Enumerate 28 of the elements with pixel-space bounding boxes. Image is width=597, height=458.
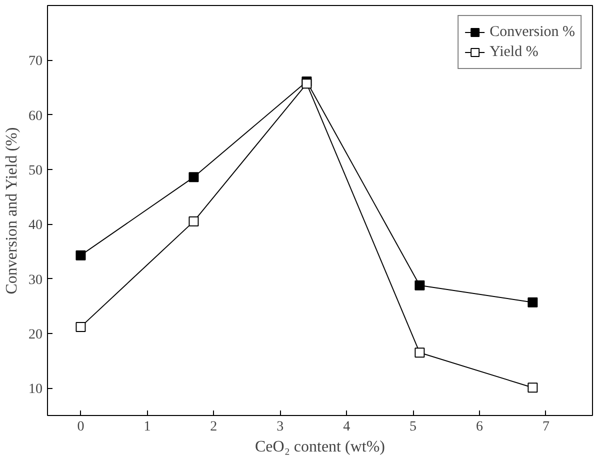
y-tick-label: 20: [28, 328, 42, 342]
x-axis-title: CeO₂ content (wt%): [255, 438, 385, 456]
y-tick-label: 50: [28, 164, 42, 178]
point: [414, 348, 425, 358]
legend-label: Conversion %: [490, 24, 575, 40]
x-tick-label: 5: [410, 420, 417, 434]
point: [414, 280, 425, 290]
y-tick-label: 30: [28, 272, 42, 288]
x-tick-label: 4: [343, 420, 350, 434]
y-tick-label: 40: [28, 218, 42, 234]
x-tick-label: 3: [276, 420, 284, 434]
x-tick-label: 7: [542, 420, 550, 434]
x-tick-label: 1: [144, 420, 151, 434]
x-tick-label: 6: [476, 420, 484, 434]
point: [188, 216, 199, 226]
y-tick-label: 60: [28, 108, 42, 124]
x-tick-label: 0: [77, 420, 84, 434]
point: [188, 172, 199, 182]
x-tick-label: 2: [210, 420, 218, 434]
point: [528, 382, 538, 393]
legend-label: Yield %: [490, 44, 538, 60]
point: [528, 297, 538, 308]
y-tick-label: 10: [28, 382, 42, 398]
point: [76, 322, 86, 332]
point: [302, 78, 312, 89]
y-axis-title: Conversion and Yield (%): [4, 127, 20, 294]
point: [76, 250, 86, 260]
y-tick-label: 70: [28, 54, 42, 70]
